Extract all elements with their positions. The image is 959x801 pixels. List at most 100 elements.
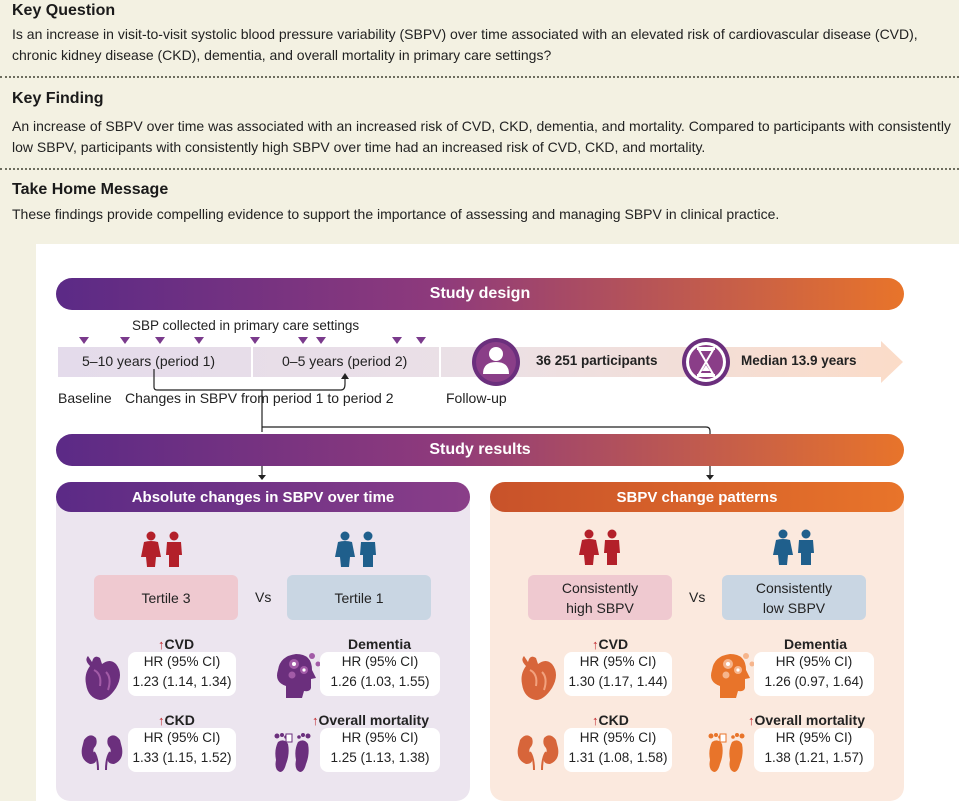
participants-label: 36 251 participants (536, 353, 658, 368)
take-home-title: Take Home Message (12, 181, 169, 198)
consistently-low-box: Consistently low SBPV (722, 575, 866, 620)
hr-label: HR (95% CI) (579, 654, 657, 669)
study-design-bar: Study design (56, 278, 904, 310)
outcome-label: ↑Overall mortality (748, 712, 865, 728)
outcome-name: CKD (164, 712, 195, 728)
hr-value: 1.26 (1.03, 1.55) (330, 674, 430, 689)
hr-value: 1.38 (1.21, 1.57) (764, 750, 864, 765)
hr-label: HR (95% CI) (341, 730, 419, 745)
tertile-1-label: Tertile 1 (334, 589, 384, 606)
brain-gears-icon (711, 653, 755, 698)
outcome-name: CVD (164, 636, 195, 652)
people-red-icon (579, 529, 620, 565)
hr-value: 1.33 (1.15, 1.52) (132, 750, 232, 765)
vs-label: Vs (255, 589, 272, 605)
marker-triangle-icon (79, 337, 426, 344)
people-blue-icon (335, 531, 376, 567)
kidneys-icon (517, 735, 559, 771)
median-label: Median 13.9 years (741, 353, 857, 368)
tertile-3-label: Tertile 3 (141, 589, 191, 606)
outcome-name: Dementia (348, 636, 412, 652)
key-question-text: Is an increase in visit-to-visit systoli… (12, 26, 918, 63)
right-results-header: SBPV change patterns (490, 482, 904, 512)
study-results-title: Study results (429, 441, 531, 458)
person-icon (472, 338, 520, 386)
divider (0, 168, 959, 170)
up-arrow-icon: ↑ (592, 637, 599, 652)
followup-label: Follow-up (446, 390, 507, 406)
hr-box: HR (95% CI) 1.25 (1.13, 1.38) (320, 728, 440, 772)
outcome-name: Overall mortality (318, 712, 430, 728)
people-blue-icon (773, 529, 814, 565)
outcome-label: ↑CVD (158, 636, 194, 652)
hr-label: HR (95% CI) (341, 654, 419, 669)
outcome-label: Dementia (784, 636, 847, 652)
up-arrow-icon: ↑ (748, 713, 755, 728)
people-red-icon (141, 531, 182, 567)
hourglass-icon (682, 338, 730, 386)
hr-box: HR (95% CI) 1.26 (0.97, 1.64) (754, 652, 874, 696)
period1-label: 5–10 years (period 1) (82, 353, 216, 369)
outcome-label: ↑Overall mortality (312, 712, 429, 728)
outcome-label: ↑CKD (158, 712, 195, 728)
right-results-title: SBPV change patterns (616, 488, 778, 506)
hr-value: 1.25 (1.13, 1.38) (330, 750, 430, 765)
hr-value: 1.30 (1.17, 1.44) (568, 674, 668, 689)
hr-value: 1.23 (1.14, 1.34) (132, 674, 232, 689)
hr-box: HR (95% CI) 1.38 (1.21, 1.57) (754, 728, 874, 772)
outcome-label: ↑CVD (592, 636, 628, 652)
key-finding-text: An increase of SBPV over time was associ… (12, 118, 951, 155)
changes-label: Changes in SBPV from period 1 to period … (125, 390, 394, 406)
consistently-low-label-2: low SBPV (762, 599, 826, 616)
consistently-high-label-2: high SBPV (566, 599, 634, 616)
sbp-label: SBP collected in primary care settings (132, 318, 360, 333)
heart-icon (85, 656, 120, 700)
brain-gears-icon (277, 653, 321, 698)
vs-label: Vs (689, 589, 706, 605)
hr-box: HR (95% CI) 1.30 (1.17, 1.44) (564, 652, 672, 696)
hr-label: HR (95% CI) (143, 654, 221, 669)
consistently-low-label-1: Consistently (755, 579, 833, 596)
take-home-text: These findings provide compelling eviden… (12, 206, 780, 222)
key-finding-title: Key Finding (12, 90, 104, 107)
up-arrow-icon: ↑ (312, 713, 319, 728)
left-results-title: Absolute changes in SBPV over time (131, 488, 395, 506)
up-arrow-icon: ↑ (158, 713, 165, 728)
outcome-name: Overall mortality (754, 712, 866, 728)
footprints-icon (274, 733, 311, 772)
hr-value: 1.26 (0.97, 1.64) (764, 674, 864, 689)
consistently-high-box: Consistently high SBPV (528, 575, 672, 620)
kidneys-icon (81, 735, 123, 771)
tertile-3-box: Tertile 3 (94, 575, 238, 620)
key-question-title: Key Question (12, 2, 116, 19)
infographic-panel: Study design (36, 244, 959, 801)
footprints-icon (708, 733, 745, 772)
hr-box: HR (95% CI) 1.23 (1.14, 1.34) (128, 652, 236, 696)
hr-label: HR (95% CI) (143, 730, 221, 745)
heart-icon (521, 656, 556, 700)
outcome-label: ↑CKD (592, 712, 629, 728)
baseline-label: Baseline (58, 390, 112, 406)
hr-label: HR (95% CI) (775, 730, 853, 745)
timeline-graphic (58, 337, 903, 436)
outcome-name: Dementia (784, 636, 848, 652)
outcome-name: CVD (598, 636, 629, 652)
down-arrows (258, 466, 714, 480)
hr-label: HR (95% CI) (579, 730, 657, 745)
outcome-name: CKD (598, 712, 629, 728)
hr-label: HR (95% CI) (775, 654, 853, 669)
outcome-label: Dementia (348, 636, 411, 652)
left-results-header: Absolute changes in SBPV over time (56, 482, 470, 512)
up-arrow-icon: ↑ (158, 637, 165, 652)
study-results-bar: Study results (56, 434, 904, 466)
tertile-1-box: Tertile 1 (287, 575, 431, 620)
hr-box: HR (95% CI) 1.33 (1.15, 1.52) (128, 728, 236, 772)
divider (0, 76, 959, 78)
study-design-title: Study design (429, 285, 531, 302)
up-arrow-icon: ↑ (592, 713, 599, 728)
consistently-high-label-1: Consistently (561, 579, 639, 596)
hr-box: HR (95% CI) 1.26 (1.03, 1.55) (320, 652, 440, 696)
hr-value: 1.31 (1.08, 1.58) (568, 750, 668, 765)
hr-box: HR (95% CI) 1.31 (1.08, 1.58) (564, 728, 672, 772)
period2-label: 0–5 years (period 2) (282, 353, 408, 369)
